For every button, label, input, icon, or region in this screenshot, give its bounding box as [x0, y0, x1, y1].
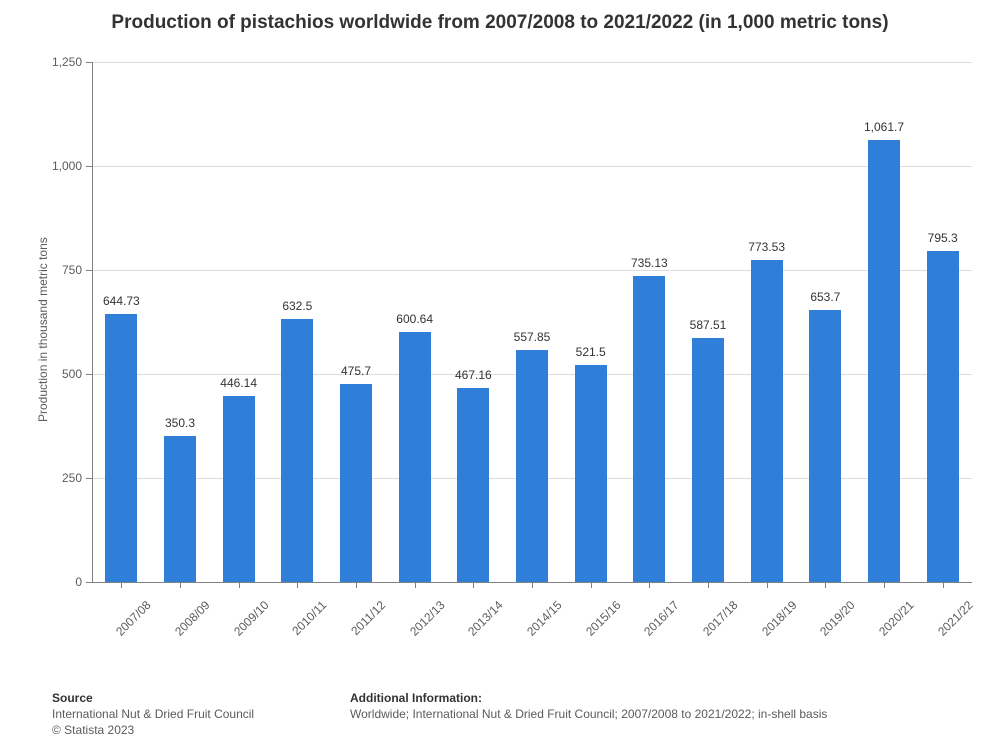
additional-heading: Additional Information: — [350, 690, 827, 706]
bar-value-label: 773.53 — [748, 240, 785, 254]
bar[interactable] — [399, 332, 431, 582]
x-tick-label: 2007/08 — [113, 598, 154, 639]
bar[interactable] — [633, 276, 665, 582]
bar[interactable] — [223, 396, 255, 582]
bar-value-label: 644.73 — [103, 294, 140, 308]
bar[interactable] — [927, 251, 959, 582]
x-tick-mark — [180, 582, 181, 588]
x-tick-label: 2013/14 — [465, 598, 506, 639]
bar-value-label: 600.64 — [396, 312, 433, 326]
bar[interactable] — [575, 365, 607, 582]
x-tick-mark — [884, 582, 885, 588]
grid-line — [92, 166, 972, 167]
plot-area: 02505007501,0001,250644.732007/08350.320… — [92, 62, 972, 582]
x-tick-label: 2010/11 — [290, 598, 330, 638]
x-tick-mark — [943, 582, 944, 588]
bar[interactable] — [340, 384, 372, 582]
chart-title: Production of pistachios worldwide from … — [0, 12, 1000, 34]
bar-value-label: 632.5 — [282, 299, 312, 313]
bar[interactable] — [751, 260, 783, 582]
footer-source: Source International Nut & Dried Fruit C… — [52, 690, 254, 739]
x-tick-mark — [591, 582, 592, 588]
x-tick-mark — [708, 582, 709, 588]
x-tick-mark — [297, 582, 298, 588]
bar[interactable] — [868, 140, 900, 582]
x-tick-label: 2018/19 — [759, 598, 800, 639]
bar-value-label: 587.51 — [690, 318, 727, 332]
bar-value-label: 475.7 — [341, 364, 371, 378]
x-tick-mark — [649, 582, 650, 588]
bar[interactable] — [164, 436, 196, 582]
x-tick-label: 2012/13 — [407, 598, 448, 639]
y-axis-line — [92, 62, 93, 582]
bar[interactable] — [105, 314, 137, 582]
bar[interactable] — [516, 350, 548, 582]
x-tick-label: 2020/21 — [876, 598, 917, 639]
source-line-1: International Nut & Dried Fruit Council — [52, 706, 254, 722]
x-tick-label: 2011/12 — [348, 598, 388, 638]
source-line-2: © Statista 2023 — [52, 722, 254, 738]
x-tick-label: 2014/15 — [524, 598, 565, 639]
x-tick-mark — [473, 582, 474, 588]
bar-value-label: 521.5 — [576, 345, 606, 359]
bar[interactable] — [692, 338, 724, 582]
x-tick-label: 2009/10 — [231, 598, 272, 639]
bar[interactable] — [809, 310, 841, 582]
bar-value-label: 557.85 — [514, 330, 551, 344]
x-tick-mark — [415, 582, 416, 588]
y-axis-label: Production in thousand metric tons — [36, 237, 50, 422]
additional-text: Worldwide; International Nut & Dried Fru… — [350, 706, 827, 722]
bar[interactable] — [457, 388, 489, 582]
x-tick-label: 2021/22 — [935, 598, 976, 639]
x-tick-label: 2008/09 — [172, 598, 213, 639]
source-heading: Source — [52, 690, 254, 706]
bar-value-label: 653.7 — [810, 290, 840, 304]
x-tick-mark — [239, 582, 240, 588]
grid-line — [92, 62, 972, 63]
x-tick-mark — [825, 582, 826, 588]
x-tick-mark — [767, 582, 768, 588]
bar-value-label: 795.3 — [928, 231, 958, 245]
bar-value-label: 735.13 — [631, 256, 668, 270]
x-tick-label: 2019/20 — [817, 598, 858, 639]
bar-value-label: 467.16 — [455, 368, 492, 382]
footer-additional: Additional Information: Worldwide; Inter… — [350, 690, 827, 722]
bar-value-label: 350.3 — [165, 416, 195, 430]
bar-value-label: 446.14 — [220, 376, 257, 390]
bar-value-label: 1,061.7 — [864, 120, 904, 134]
x-tick-mark — [532, 582, 533, 588]
grid-line — [92, 270, 972, 271]
x-tick-label: 2017/18 — [700, 598, 741, 639]
x-tick-mark — [356, 582, 357, 588]
x-tick-label: 2015/16 — [583, 598, 624, 639]
x-tick-mark — [121, 582, 122, 588]
bar[interactable] — [281, 319, 313, 582]
x-tick-label: 2016/17 — [641, 598, 682, 639]
